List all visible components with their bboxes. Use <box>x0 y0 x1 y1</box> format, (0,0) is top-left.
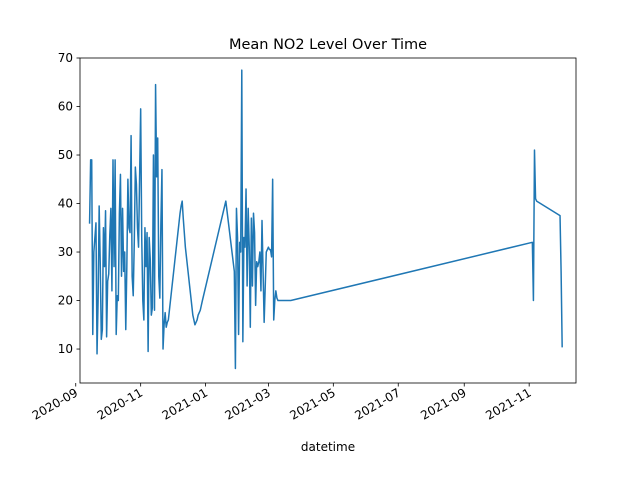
y-tick-label: 50 <box>58 148 73 162</box>
chart-title: Mean NO2 Level Over Time <box>229 37 427 53</box>
y-tick-label: 20 <box>58 294 73 308</box>
y-axis: 10 20 30 40 50 60 70 <box>58 51 80 356</box>
series-line-0 <box>88 69 563 370</box>
y-tick-label: 40 <box>58 197 73 211</box>
y-tick-label: 60 <box>58 100 73 114</box>
y-tick-label: 70 <box>58 51 73 65</box>
y-tick-label: 30 <box>58 245 73 259</box>
plot-area <box>79 57 577 384</box>
axes-frame <box>79 57 577 384</box>
x-axis-title: datetime <box>301 440 355 454</box>
y-tick-label: 10 <box>58 342 73 356</box>
